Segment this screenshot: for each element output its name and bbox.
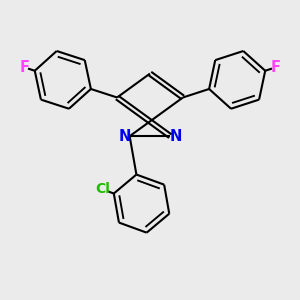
Text: F: F — [19, 60, 29, 75]
Text: F: F — [271, 60, 281, 75]
Text: N: N — [169, 129, 182, 144]
Text: N: N — [118, 129, 131, 144]
Text: Cl: Cl — [95, 182, 110, 197]
